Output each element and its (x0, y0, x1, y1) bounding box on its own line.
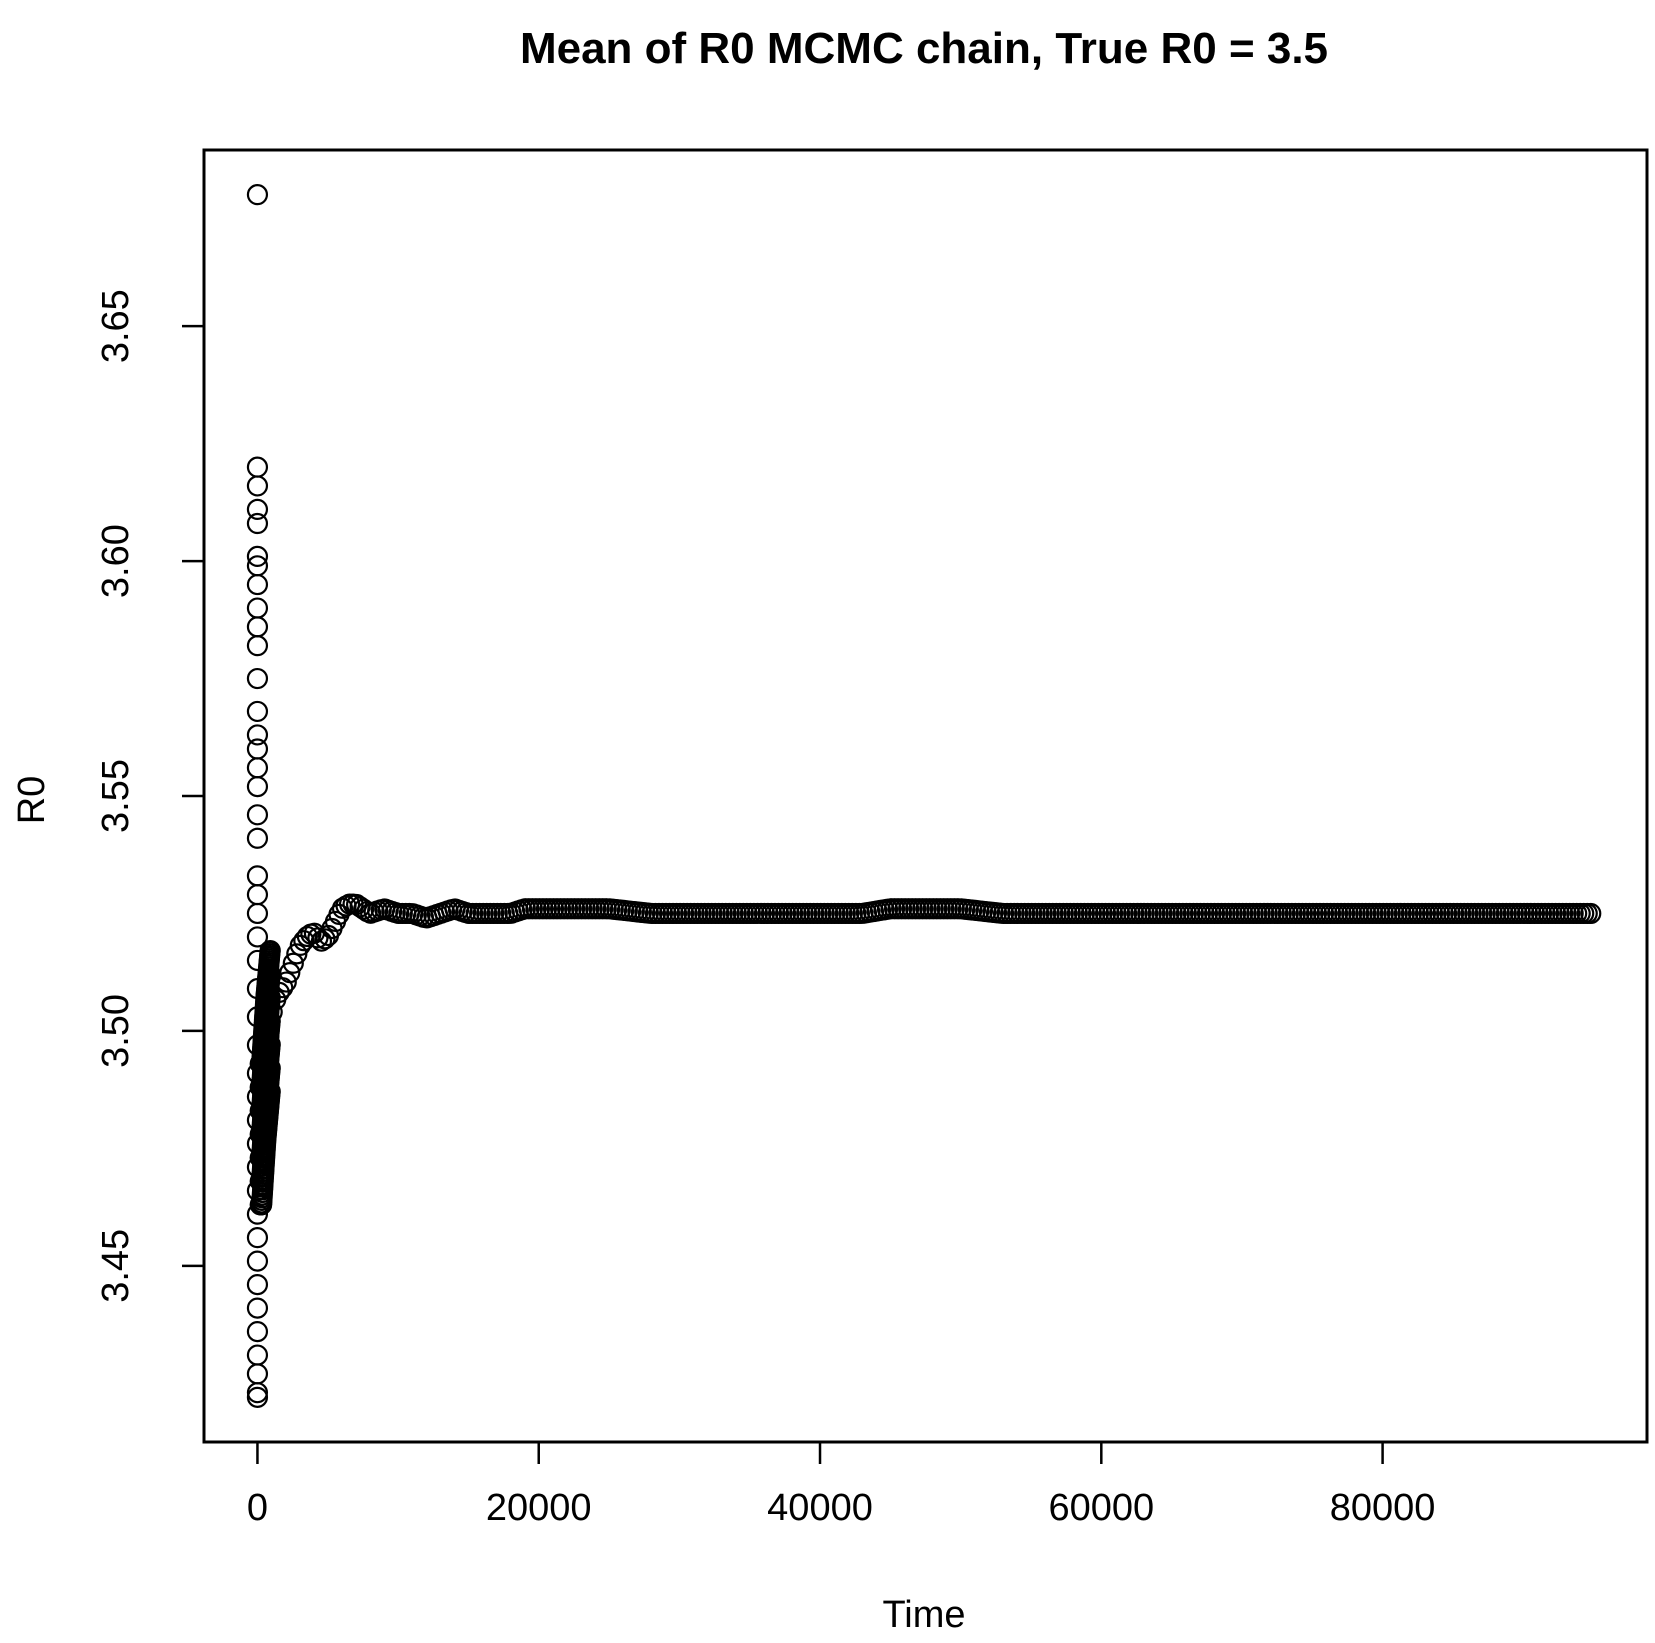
plot-frame (202, 148, 1649, 1444)
y-tick-label: 3.45 (95, 1229, 137, 1303)
data-points (246, 184, 1602, 1408)
x-axis-label: Time (882, 1594, 965, 1636)
data-point (246, 1274, 269, 1296)
data-point (246, 776, 269, 798)
data-point (246, 757, 269, 779)
y-tick-label: 3.65 (95, 289, 137, 363)
data-point (261, 1001, 283, 1023)
data-point (246, 865, 269, 887)
y-tick-label: 3.55 (95, 759, 137, 833)
data-point (246, 456, 269, 478)
data-point (246, 475, 269, 497)
x-tick-label: 60000 (1048, 1487, 1154, 1529)
data-point (246, 573, 269, 596)
data-point (246, 1227, 269, 1249)
data-point (258, 1026, 280, 1048)
data-point (246, 738, 269, 760)
data-point (246, 1297, 269, 1319)
data-point (246, 902, 269, 925)
data-point (246, 1382, 269, 1404)
data-point (246, 184, 269, 206)
data-point (246, 597, 269, 619)
data-point (1580, 902, 1602, 925)
data-point (259, 1080, 281, 1103)
data-point (246, 1344, 269, 1366)
data-point (268, 981, 290, 1003)
data-point (246, 545, 269, 567)
x-tick-label: 0 (247, 1487, 268, 1529)
x-tick-label: 40000 (767, 1487, 873, 1529)
data-point (246, 1386, 269, 1408)
y-tick-label: 3.60 (95, 524, 137, 598)
data-point (259, 939, 281, 962)
data-point (246, 1250, 269, 1272)
data-point (246, 498, 269, 521)
data-point (246, 827, 269, 849)
y-axis: 3.45 3.50 3.55 3.60 3.65 (95, 289, 204, 1303)
chart-title: Mean of R0 MCMC chain, True R0 = 3.5 (520, 24, 1328, 73)
data-point (246, 512, 269, 535)
data-point (246, 616, 269, 638)
data-point (246, 635, 269, 657)
x-axis: 0 20000 40000 60000 80000 (247, 1442, 1436, 1529)
data-point (314, 928, 336, 950)
y-tick-label: 3.50 (95, 994, 137, 1068)
data-point (259, 1010, 281, 1032)
data-point (246, 926, 269, 948)
data-point (275, 971, 297, 993)
data-point (259, 1057, 281, 1079)
x-tick-label: 80000 (1330, 1487, 1436, 1529)
data-point (246, 724, 269, 746)
y-axis-label: R0 (11, 776, 53, 825)
data-point (246, 804, 269, 826)
data-point (246, 667, 269, 690)
data-point (279, 962, 301, 984)
data-point (246, 1320, 269, 1343)
data-point (246, 1203, 269, 1225)
data-point (246, 700, 269, 723)
data-point (282, 952, 304, 974)
x-tick-label: 20000 (486, 1487, 592, 1529)
data-point (310, 930, 333, 952)
data-point (246, 1363, 269, 1385)
data-point (259, 1033, 281, 1056)
data-point (293, 930, 315, 952)
data-point (246, 884, 269, 906)
